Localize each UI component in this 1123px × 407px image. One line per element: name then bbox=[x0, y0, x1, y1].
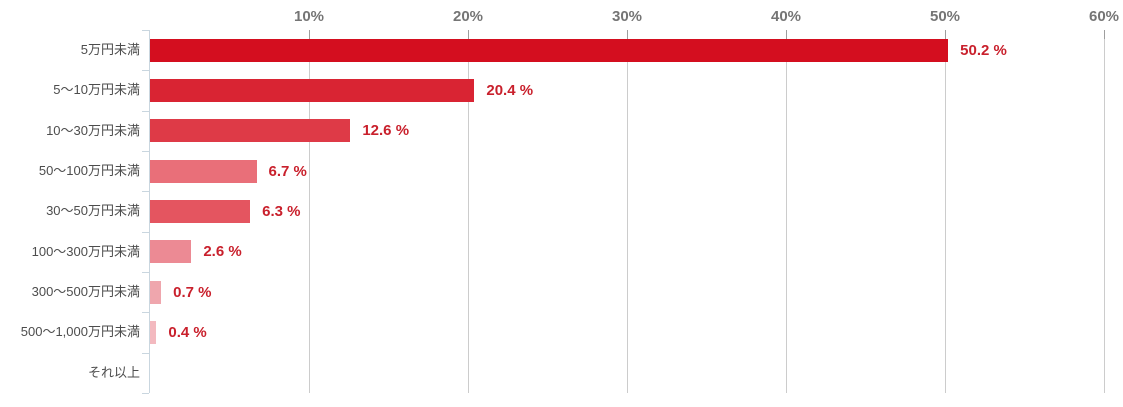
category-label: 300〜500万円未満 bbox=[31, 284, 140, 299]
category-label: 100〜300万円未満 bbox=[31, 243, 140, 259]
gridline bbox=[468, 30, 469, 393]
bar-value-label: 0.4 % bbox=[168, 324, 207, 341]
category-label: 10〜30万円未満 bbox=[46, 122, 140, 138]
gridline bbox=[786, 30, 787, 393]
x-axis-tick-mark bbox=[786, 30, 787, 39]
gridline bbox=[627, 30, 628, 393]
bar bbox=[150, 119, 351, 143]
category-label: 5〜10万円未満 bbox=[53, 82, 140, 98]
x-axis-tick-label: 60% bbox=[1088, 8, 1120, 25]
bar-value-label: 6.3 % bbox=[262, 203, 301, 220]
x-axis-tick-mark bbox=[1104, 30, 1105, 39]
bar bbox=[150, 200, 251, 223]
bar-value-label: 12.6 % bbox=[362, 122, 410, 140]
bar-value-label: 6.7 % bbox=[268, 162, 307, 180]
x-axis-tick-mark bbox=[945, 30, 946, 39]
y-axis-tick-mark bbox=[142, 151, 149, 152]
gridline bbox=[1104, 30, 1105, 393]
bar bbox=[150, 38, 949, 62]
bar bbox=[150, 321, 157, 344]
bar-value-label: 2.6 % bbox=[203, 243, 242, 261]
category-label: 50〜100万円未満 bbox=[38, 163, 140, 178]
x-axis-tick-label: 30% bbox=[611, 8, 643, 25]
x-axis-tick-label: 50% bbox=[929, 8, 961, 25]
y-axis-tick-mark bbox=[142, 191, 149, 193]
y-axis-tick-mark bbox=[142, 30, 149, 31]
bar-value-label: 50.2 % bbox=[960, 41, 1007, 59]
y-axis-line bbox=[149, 30, 150, 393]
bar bbox=[150, 79, 475, 102]
gridline bbox=[309, 30, 310, 393]
x-axis-tick-mark bbox=[627, 30, 628, 39]
bar bbox=[150, 240, 192, 264]
category-label: 30〜50万円未満 bbox=[46, 203, 140, 219]
category-label: 500〜1,000万円未満 bbox=[20, 324, 140, 340]
bar-value-label: 0.7 % bbox=[173, 283, 212, 301]
bar bbox=[150, 159, 257, 183]
x-axis-tick-label: 10% bbox=[293, 8, 325, 25]
gridline bbox=[945, 30, 946, 393]
y-axis-tick-mark bbox=[142, 352, 149, 354]
x-axis-tick-mark bbox=[309, 30, 310, 39]
bar-value-label: 20.4 % bbox=[486, 82, 534, 99]
y-axis-tick-mark bbox=[142, 70, 149, 72]
y-axis-tick-mark bbox=[142, 110, 149, 112]
bar bbox=[150, 280, 162, 304]
x-axis-tick-mark bbox=[468, 30, 469, 39]
x-axis-tick-label: 20% bbox=[452, 8, 484, 25]
y-axis-tick-mark bbox=[142, 231, 149, 233]
x-axis-tick-label: 40% bbox=[770, 8, 802, 25]
y-axis-tick-mark bbox=[142, 393, 149, 394]
y-axis-tick-mark bbox=[142, 272, 149, 273]
category-label: 5万円未満 bbox=[80, 42, 140, 57]
y-axis-tick-mark bbox=[142, 312, 149, 314]
category-label: それ以上 bbox=[87, 364, 140, 380]
